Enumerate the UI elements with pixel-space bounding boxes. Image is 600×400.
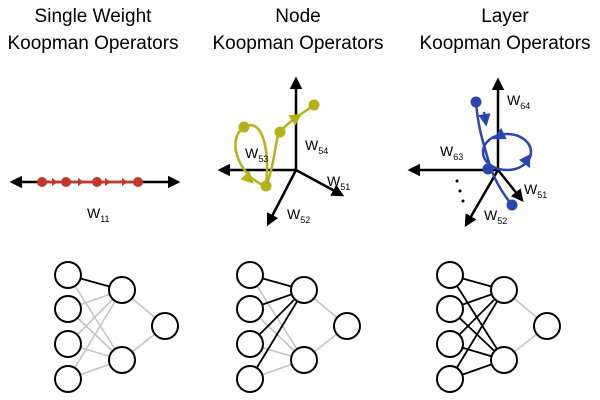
w11-axis-label: W11 [87,205,110,224]
hidden-neuron [108,346,136,374]
layer-point [506,199,518,211]
layer-trajectory [470,96,533,211]
node-point [238,121,250,133]
layer-axes-panel: W64 W63 W51 W52 [407,77,547,228]
w11-point [61,177,71,187]
highlighted-connection [249,289,305,380]
w11-point [92,177,102,187]
hidden-neuron [290,276,318,304]
output-neuron [333,312,361,340]
single-weight-axis-panel: W11 [9,175,181,224]
layer-point [482,163,494,175]
w11-trajectory [37,177,143,187]
layer-point [470,96,482,108]
input-neuron [236,365,264,393]
faded-connection [67,289,123,380]
w51-axis-label: W51 [327,173,350,192]
input-neuron [54,330,82,358]
layer-ellipsis [455,179,465,203]
node-title-line1: Node [275,6,320,27]
input-neuron [54,261,82,289]
w52-axis-label-layer: W52 [484,207,507,226]
network-layer [436,261,561,393]
w51-axis-label-layer: W51 [524,181,547,200]
column-single-weight-title: Single Weight Koopman Operators [7,6,178,54]
single-weight-title-line1: Single Weight [35,6,153,27]
single-weight-title-line2: Koopman Operators [7,33,178,54]
input-neuron [236,295,264,323]
output-neuron [533,312,561,340]
node-point [260,180,272,192]
node-trajectory [234,99,320,192]
node-axes-panel: W53 W54 W51 W52 [217,76,350,227]
w11-point [37,177,47,187]
output-neuron [151,312,179,340]
input-neuron [436,261,464,289]
hidden-neuron [108,276,136,304]
node-title-line2: Koopman Operators [212,33,383,54]
w52-axis-label: W52 [287,206,310,225]
layer-axes [407,77,524,228]
node-point [308,99,320,111]
input-neuron [236,330,264,358]
input-neuron [436,330,464,358]
w63-axis-label: W63 [440,143,463,162]
input-neuron [236,261,264,289]
input-neuron [436,365,464,393]
layer-title-line2: Koopman Operators [419,33,590,54]
network-node [236,261,361,393]
node-point [274,126,286,138]
hidden-neuron [290,346,318,374]
network-single-weight [54,261,179,393]
input-neuron [54,365,82,393]
w54-axis-label: W54 [305,137,328,156]
hidden-neuron [490,346,518,374]
hidden-neuron [490,276,518,304]
input-neuron [436,295,464,323]
column-node-title: Node Koopman Operators [212,6,383,54]
column-layer-title: Layer Koopman Operators [419,6,590,54]
input-neuron [54,295,82,323]
w11-point [133,177,143,187]
w64-axis-label: W64 [507,92,530,111]
layer-title-line1: Layer [481,6,529,27]
highlighted-connection [449,289,505,380]
w53-axis-label: W53 [245,145,268,164]
